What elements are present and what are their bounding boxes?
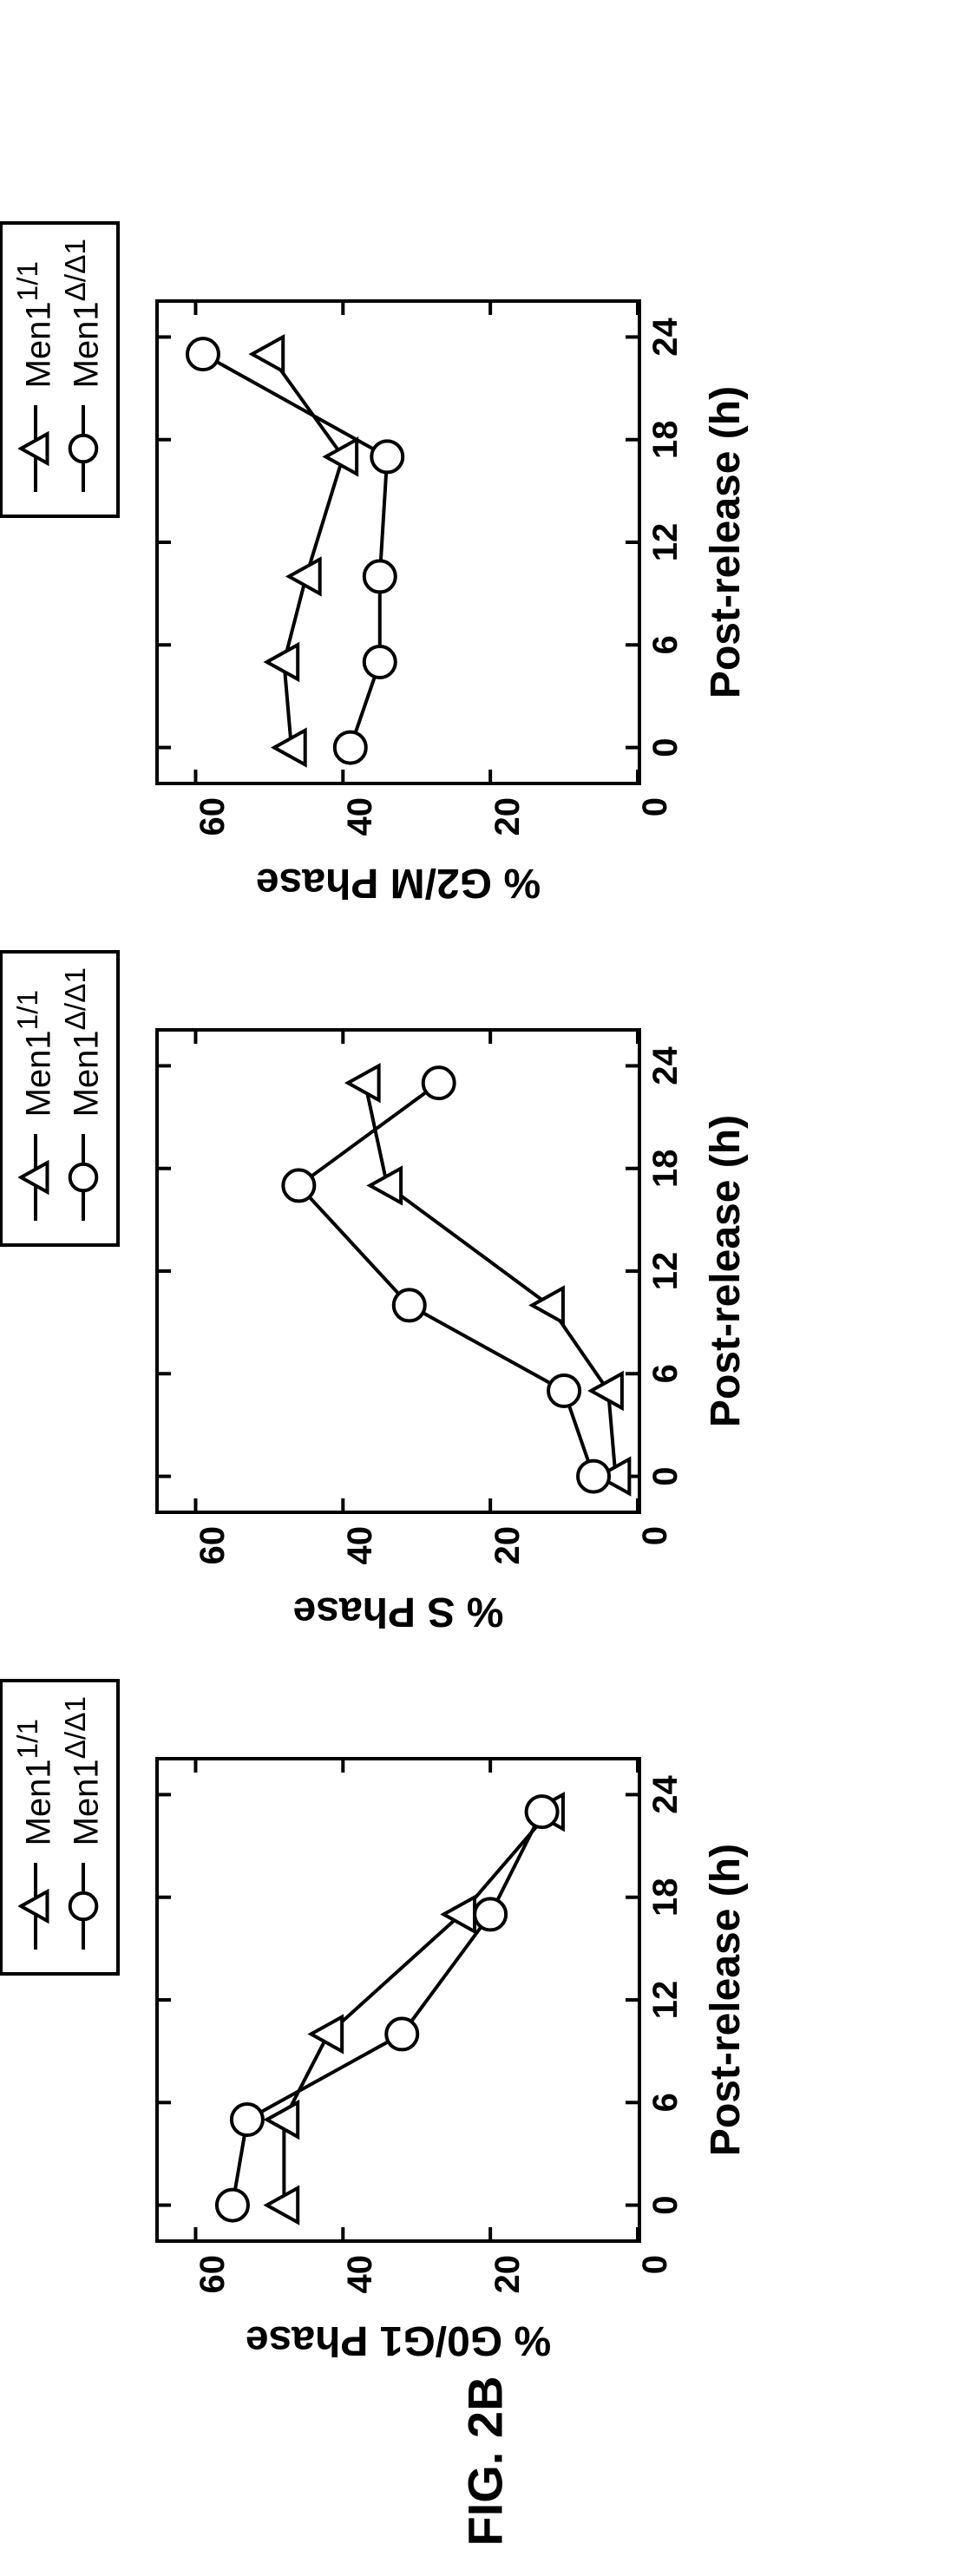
series-line	[365, 1083, 616, 1476]
triangle-marker	[252, 337, 284, 371]
plot-svg	[159, 1032, 638, 1511]
y-axis-label: % S Phase	[155, 1594, 641, 1635]
plot-area: 061218240204060	[155, 299, 641, 785]
x-tick-label: 6	[646, 610, 685, 679]
circle-marker	[232, 2104, 263, 2135]
circle-marker	[475, 1898, 506, 1930]
triangle-marker	[311, 2016, 343, 2051]
x-tick-label: 0	[646, 1441, 685, 1511]
x-tick-label: 12	[646, 508, 685, 577]
x-axis-label: Post-release (h)	[702, 1028, 750, 1514]
panel-row: % G0/G1 Phase061218240204060Post-release…	[95, 204, 875, 2373]
chart-panel: % G2/M Phase061218240204060Post-release …	[95, 221, 875, 915]
legend-item: Men1Δ/Δ1	[59, 239, 107, 501]
series-line	[233, 1812, 542, 2205]
y-axis-label: % G2/M Phase	[155, 865, 641, 907]
y-tick-label: 60	[195, 797, 230, 867]
plot-svg	[159, 1760, 638, 2239]
triangle-icon	[18, 1854, 53, 1958]
y-axis-label: % G0/G1 Phase	[155, 2323, 641, 2364]
x-tick-label: 24	[646, 1031, 685, 1100]
chart-panel: % G0/G1 Phase061218240204060Post-release…	[95, 1679, 875, 2373]
circle-marker	[187, 338, 219, 370]
legend: Men11/1Men1Δ/Δ1	[0, 950, 120, 1247]
series-line	[203, 354, 387, 747]
y-tick-label: 40	[343, 2255, 377, 2324]
x-tick-label: 12	[646, 1965, 685, 2035]
plot-svg	[159, 303, 638, 782]
circle-marker	[386, 2018, 417, 2049]
legend-label: Men1Δ/Δ1	[59, 967, 107, 1117]
chart-panel: % S Phase061218240204060Post-release (h)…	[95, 950, 875, 1644]
x-tick-label: 18	[646, 1133, 685, 1203]
triangle-icon	[18, 1125, 53, 1229]
y-tick-label: 60	[195, 1526, 230, 1596]
circle-marker	[217, 2189, 248, 2220]
circle-marker	[335, 731, 366, 763]
series-line	[298, 1083, 593, 1476]
circle-marker	[371, 441, 403, 472]
triangle-marker	[348, 1065, 379, 1100]
x-tick-label: 24	[646, 302, 685, 371]
plot-area: 061218240204060	[155, 1028, 641, 1514]
circle-icon	[66, 1125, 101, 1229]
legend: Men11/1Men1Δ/Δ1	[0, 221, 120, 518]
circle-marker	[394, 1289, 425, 1321]
circle-marker	[578, 1460, 609, 1491]
figure-page: % G0/G1 Phase061218240204060Post-release…	[0, 0, 970, 2576]
triangle-marker	[326, 439, 357, 474]
y-tick-label: 20	[490, 1526, 525, 1596]
y-tick-label: 0	[638, 2255, 672, 2324]
legend-item: Men11/1	[11, 239, 59, 501]
y-tick-label: 60	[195, 2255, 230, 2324]
y-tick-label: 40	[343, 797, 377, 867]
y-tick-label: 20	[490, 797, 525, 867]
x-tick-label: 0	[646, 2170, 685, 2239]
circle-icon	[66, 1854, 101, 1958]
legend-label: Men11/1	[11, 989, 59, 1116]
legend-label: Men11/1	[11, 260, 59, 387]
circle-marker	[283, 1170, 314, 1201]
circle-marker	[423, 1067, 455, 1098]
x-tick-label: 12	[646, 1236, 685, 1306]
legend-item: Men11/1	[11, 1696, 59, 1958]
circle-marker	[527, 1796, 558, 1827]
legend-label: Men1Δ/Δ1	[59, 239, 107, 388]
x-tick-label: 18	[646, 404, 685, 474]
legend-label: Men1Δ/Δ1	[59, 1696, 107, 1845]
legend: Men11/1Men1Δ/Δ1	[0, 1679, 120, 1976]
x-axis-label: Post-release (h)	[702, 1757, 750, 2243]
triangle-marker	[267, 645, 298, 679]
x-tick-label: 18	[646, 1862, 685, 1931]
triangle-marker	[532, 1288, 563, 1322]
y-tick-label: 0	[638, 797, 672, 867]
x-tick-label: 24	[646, 1760, 685, 1829]
figure-label: FIG. 2B	[457, 2376, 514, 2546]
x-axis-label: Post-release (h)	[702, 299, 750, 785]
triangle-icon	[18, 397, 53, 501]
y-tick-label: 0	[638, 1526, 672, 1596]
circle-marker	[364, 646, 396, 678]
legend-item: Men1Δ/Δ1	[59, 967, 107, 1229]
circle-icon	[66, 397, 101, 501]
y-tick-label: 40	[343, 1526, 377, 1596]
legend-item: Men1Δ/Δ1	[59, 1696, 107, 1958]
circle-marker	[548, 1375, 580, 1406]
plot-area: 061218240204060	[155, 1757, 641, 2243]
legend-label: Men11/1	[11, 1718, 59, 1845]
y-tick-label: 20	[490, 2255, 525, 2324]
x-tick-label: 6	[646, 2068, 685, 2137]
legend-item: Men11/1	[11, 967, 59, 1229]
x-tick-label: 0	[646, 712, 685, 782]
x-tick-label: 6	[646, 1339, 685, 1408]
series-line	[284, 1812, 549, 2205]
circle-marker	[364, 560, 396, 592]
triangle-marker	[591, 1373, 622, 1408]
